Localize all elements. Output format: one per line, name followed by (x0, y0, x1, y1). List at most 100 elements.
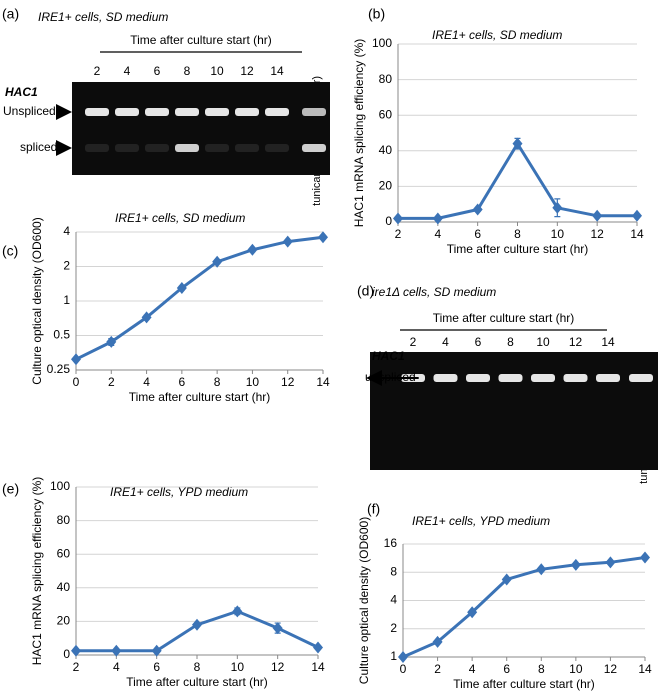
data-point (176, 281, 187, 294)
x-axis-label: Time after culture start (hr) (129, 390, 271, 404)
y-axis-label: HAC1 mRNA splicing efficiency (%) (352, 39, 366, 228)
gel-band (629, 374, 653, 382)
y-tick-label: 1 (390, 649, 397, 663)
panel-label: (e) (2, 481, 19, 497)
x-tick-label: 4 (469, 662, 476, 676)
gel-lane-label: 4 (442, 335, 449, 349)
data-point (106, 335, 117, 348)
data-point (398, 651, 408, 663)
gel-image (370, 352, 658, 470)
data-point (318, 231, 328, 244)
panel-label: (b) (368, 6, 385, 22)
x-tick-label: 0 (73, 375, 80, 389)
x-axis-label: Time after culture start (hr) (126, 675, 268, 689)
data-point (71, 353, 81, 366)
x-axis-label: Time after culture start (hr) (453, 677, 595, 691)
gel-band (145, 108, 169, 116)
x-tick-label: 14 (311, 660, 325, 674)
data-point (536, 563, 547, 576)
gel-band (596, 374, 620, 382)
x-tick-label: 4 (434, 227, 441, 241)
x-tick-label: 12 (271, 660, 285, 674)
y-tick-label: 1 (63, 293, 70, 307)
y-tick-label: 4 (390, 593, 397, 607)
gel-time-label: Time after culture start (hr) (433, 311, 575, 325)
y-tick-label: 2 (63, 259, 70, 273)
data-point (512, 137, 523, 150)
gel-lane-label: 6 (475, 335, 482, 349)
x-tick-label: 12 (281, 375, 295, 389)
gel-band (175, 108, 199, 116)
data-point (272, 622, 283, 635)
panel-label: (f) (367, 501, 380, 517)
gel-band (563, 374, 588, 382)
gel-band (175, 144, 199, 152)
gel-title: ire1Δ cells, SD medium (372, 285, 496, 299)
x-tick-label: 6 (474, 227, 481, 241)
gel-lane-label: 10 (536, 335, 550, 349)
chart-title: IRE1+ cells, SD medium (432, 28, 562, 42)
y-axis-label: Culture optical density (OD600) (357, 517, 371, 684)
gel-time-label: Time after culture start (hr) (130, 33, 272, 47)
y-tick-label: 20 (379, 179, 393, 193)
y-tick-label: 80 (379, 72, 393, 86)
data-point (141, 311, 152, 324)
x-tick-label: 8 (538, 662, 545, 676)
y-tick-label: 0 (63, 647, 70, 661)
x-tick-label: 10 (551, 227, 565, 241)
gel-band (235, 108, 259, 116)
data-point (232, 605, 243, 618)
gel-gene: HAC1 (372, 349, 405, 363)
gel-band (433, 374, 458, 382)
data-point (111, 644, 122, 657)
x-tick-label: 10 (569, 662, 583, 676)
y-tick-label: 80 (57, 513, 71, 527)
data-point (282, 235, 293, 248)
panel-label: (a) (2, 6, 19, 22)
chart-title: IRE1+ cells, SD medium (115, 211, 245, 225)
gel-image (72, 82, 330, 175)
data-point (313, 641, 323, 654)
gel-band (115, 144, 139, 152)
y-tick-label: 40 (379, 143, 393, 157)
gel-band (265, 108, 289, 116)
gel-band (145, 144, 169, 152)
y-tick-label: 0.5 (53, 328, 70, 342)
x-tick-label: 6 (179, 375, 186, 389)
gel-lane-label: 10 (210, 64, 224, 78)
data-line (76, 609, 319, 653)
x-tick-label: 6 (153, 660, 160, 674)
data-point (71, 644, 81, 657)
data-point (552, 201, 563, 214)
gel-lane-label: 12 (569, 335, 583, 349)
data-point (192, 618, 202, 631)
y-tick-label: 4 (63, 224, 70, 238)
data-point (212, 255, 223, 268)
data-point (247, 243, 258, 256)
gel-band (531, 374, 555, 382)
x-tick-label: 4 (113, 660, 120, 674)
data-point (432, 635, 443, 648)
y-tick-label: 20 (57, 614, 71, 628)
data-point (640, 551, 650, 564)
y-tick-label: 0.25 (47, 362, 71, 376)
y-tick-label: 16 (384, 536, 398, 550)
data-point (501, 573, 512, 586)
x-tick-label: 10 (246, 375, 260, 389)
chart-title: IRE1+ cells, YPD medium (110, 485, 248, 499)
data-point (632, 209, 642, 222)
x-tick-label: 12 (590, 227, 604, 241)
gel-band (498, 374, 523, 382)
gel-lane-label: 8 (184, 64, 191, 78)
gel-band-label: Unspliced (3, 104, 56, 118)
x-tick-label: 8 (214, 375, 221, 389)
x-tick-label: 2 (395, 227, 402, 241)
gel-band (265, 144, 289, 152)
gel-band (302, 144, 326, 152)
x-tick-label: 2 (73, 660, 80, 674)
chart-title: IRE1+ cells, YPD medium (412, 514, 550, 528)
gel-band (205, 108, 229, 116)
gel-band-label: spliced (20, 140, 57, 154)
y-tick-label: 60 (57, 546, 71, 560)
